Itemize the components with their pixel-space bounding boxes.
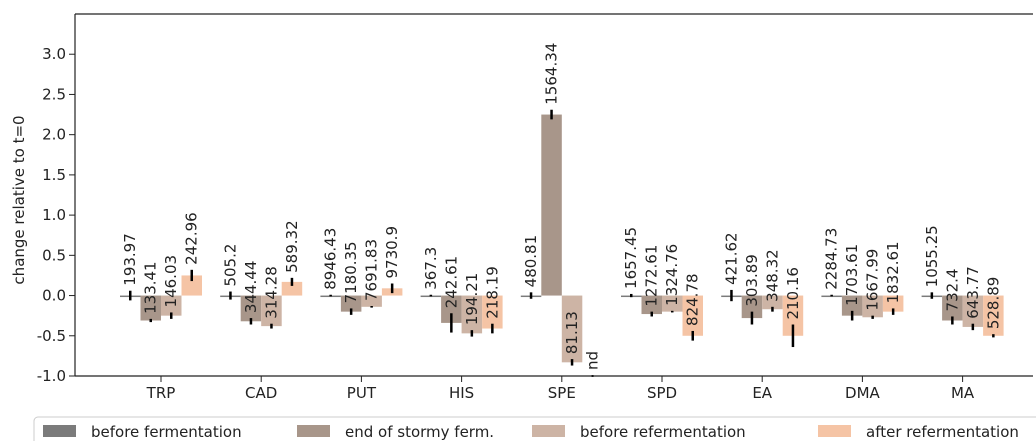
y-tick-label: 2.5 bbox=[42, 85, 66, 103]
bar bbox=[541, 114, 562, 296]
legend-label: before refermentation bbox=[580, 423, 746, 441]
bar bbox=[762, 295, 783, 310]
y-tick-label: -1.0 bbox=[37, 367, 66, 385]
value-label: 1832.61 bbox=[884, 241, 902, 303]
value-label: 194.21 bbox=[463, 273, 481, 325]
bar bbox=[962, 295, 984, 327]
y-tick-label: 3.0 bbox=[42, 45, 66, 63]
value-label: 824.78 bbox=[684, 273, 702, 326]
x-tick-label: DMA bbox=[845, 384, 880, 402]
x-tick-label: CAD bbox=[245, 384, 277, 402]
bar bbox=[782, 295, 804, 336]
bar bbox=[441, 295, 462, 323]
bar bbox=[361, 295, 382, 307]
value-label: 1324.76 bbox=[663, 244, 681, 306]
bar bbox=[281, 281, 303, 296]
bar bbox=[882, 295, 904, 312]
value-label: 1667.99 bbox=[864, 249, 882, 311]
legend-swatch bbox=[818, 425, 851, 437]
value-label: 348.32 bbox=[763, 249, 781, 302]
bar bbox=[862, 295, 883, 318]
value-label: 81.13 bbox=[563, 311, 581, 354]
value-label: 7691.83 bbox=[363, 239, 381, 301]
value-label: 643.77 bbox=[964, 266, 982, 319]
value-label: 314.28 bbox=[262, 266, 280, 319]
x-tick-label: EA bbox=[752, 384, 772, 402]
legend-swatch bbox=[532, 425, 565, 437]
bar bbox=[942, 295, 963, 321]
value-label: 480.81 bbox=[522, 235, 540, 288]
bar bbox=[983, 295, 1004, 336]
bars bbox=[120, 109, 1004, 377]
value-label: 8946.43 bbox=[322, 228, 340, 290]
bar bbox=[841, 295, 863, 316]
value-label: 2284.73 bbox=[823, 228, 841, 290]
y-tick-label: -0.5 bbox=[37, 327, 66, 345]
legend-swatch bbox=[43, 425, 76, 437]
legend-swatch bbox=[297, 425, 330, 437]
value-label: 242.61 bbox=[442, 256, 460, 309]
value-label: 505.2 bbox=[221, 244, 239, 287]
y-tick-label: 1.0 bbox=[42, 206, 66, 224]
value-label: 421.62 bbox=[722, 232, 740, 285]
value-label: 242.96 bbox=[183, 212, 201, 265]
x-tick-label: TRP bbox=[146, 384, 176, 402]
value-label: 1657.45 bbox=[622, 227, 640, 289]
x-tick-label: HIS bbox=[449, 384, 474, 402]
y-axis-label: change relative to t=0 bbox=[10, 115, 28, 284]
x-tick-label: SPD bbox=[647, 384, 677, 402]
value-label: 344.44 bbox=[242, 261, 260, 314]
bar bbox=[240, 295, 262, 322]
bar bbox=[561, 295, 583, 363]
legend-label: end of stormy ferm. bbox=[345, 423, 494, 441]
y-tick-label: 1.5 bbox=[42, 166, 66, 184]
value-label: 589.32 bbox=[283, 220, 301, 273]
plot-frame bbox=[74, 13, 1033, 377]
bar bbox=[741, 295, 763, 319]
bar bbox=[261, 295, 282, 327]
legend-label: after refermentation bbox=[866, 423, 1019, 441]
bar bbox=[641, 295, 662, 315]
x-axis: TRP CAD PUT HIS SPE SPD EA DMA MA bbox=[146, 376, 975, 402]
bar bbox=[682, 295, 703, 336]
value-label: nd bbox=[584, 351, 602, 370]
value-label: 1564.34 bbox=[543, 43, 561, 105]
value-label: 1703.61 bbox=[843, 244, 861, 306]
value-label: 528.89 bbox=[984, 277, 1002, 330]
x-tick-label: PUT bbox=[347, 384, 377, 402]
value-label: 218.19 bbox=[483, 266, 501, 318]
value-label: 146.03 bbox=[162, 255, 180, 308]
legend: before fermentation end of stormy ferm. be… bbox=[33, 416, 1036, 441]
legend-label: before fermentation bbox=[91, 423, 242, 441]
bar bbox=[181, 275, 202, 296]
bar bbox=[161, 295, 182, 316]
x-tick-label: MA bbox=[951, 384, 975, 402]
value-label: 193.97 bbox=[121, 233, 139, 286]
y-tick-label: 0.0 bbox=[42, 287, 66, 305]
value-label: 210.16 bbox=[784, 267, 802, 320]
bar bbox=[482, 295, 503, 329]
value-label: 367.3 bbox=[422, 247, 440, 290]
y-tick-label: 0.5 bbox=[42, 246, 66, 264]
y-tick-label: 2.0 bbox=[42, 126, 66, 144]
bar bbox=[340, 295, 362, 312]
y-axis: -1.0 -0.5 0.0 0.5 1.0 1.5 2.0 2.5 3.0 bbox=[37, 45, 75, 385]
bar bbox=[662, 295, 683, 312]
value-label: 1055.25 bbox=[923, 225, 941, 287]
bar bbox=[461, 295, 483, 334]
value-label: 133.41 bbox=[142, 261, 160, 314]
bar bbox=[140, 295, 161, 321]
value-label: 303.89 bbox=[743, 254, 761, 307]
value-label: 9730.9 bbox=[383, 226, 401, 279]
value-label: 1272.61 bbox=[643, 245, 661, 307]
value-label: 732.4 bbox=[943, 269, 961, 312]
x-tick-label: SPE bbox=[548, 384, 576, 402]
value-label: 7180.35 bbox=[342, 241, 360, 303]
